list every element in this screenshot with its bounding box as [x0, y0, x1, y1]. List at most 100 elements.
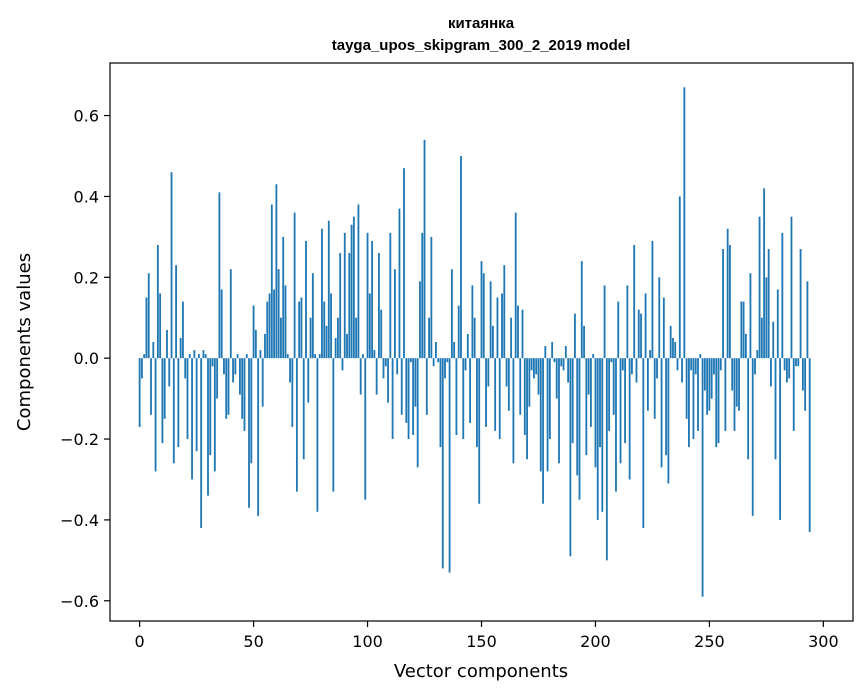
bar-200	[594, 358, 597, 468]
bar-279	[774, 358, 777, 460]
chart-title: китаянка	[448, 15, 515, 32]
bar-138	[453, 342, 456, 359]
x-axis-label: Vector components	[394, 661, 568, 682]
bar-93	[350, 224, 353, 359]
bar-87	[337, 317, 339, 359]
bar-137	[450, 269, 453, 359]
y-tick-label: −0.4	[60, 511, 99, 530]
bar-59	[273, 289, 276, 359]
bar-40	[229, 269, 232, 359]
bar-243	[692, 358, 695, 440]
x-tick-label: 150	[466, 632, 497, 651]
bar-155	[491, 325, 494, 359]
bar-240	[685, 358, 688, 419]
bar-38	[225, 358, 228, 419]
bar-180	[548, 358, 551, 440]
bar-33	[213, 358, 216, 472]
bar-97	[359, 358, 362, 395]
bar-68	[293, 212, 296, 359]
bar-285	[788, 358, 791, 379]
bar-16	[175, 265, 177, 359]
bar-78	[316, 358, 319, 512]
x-tick-label: 0	[135, 632, 145, 651]
bar-182	[553, 358, 556, 363]
bar-166	[517, 305, 519, 359]
bar-237	[678, 196, 681, 359]
bar-34	[216, 358, 219, 399]
bar-28	[202, 350, 205, 359]
bar-219	[637, 309, 640, 359]
bar-251	[710, 358, 713, 399]
bar-273	[760, 317, 763, 359]
bar-44	[239, 358, 241, 395]
bar-109	[387, 358, 389, 403]
bar-13	[168, 358, 171, 387]
bar-216	[631, 358, 633, 375]
bar-125	[423, 139, 426, 359]
bar-250	[708, 358, 711, 411]
bar-239	[683, 87, 686, 359]
bar-264	[740, 301, 743, 359]
bar-213	[624, 358, 626, 444]
bar-116	[403, 168, 405, 359]
bar-246	[699, 354, 702, 359]
bar-6	[152, 342, 155, 359]
bars-group	[138, 87, 811, 597]
bar-10	[161, 358, 164, 444]
bar-162	[507, 358, 510, 411]
bar-103	[373, 350, 376, 359]
bar-244	[694, 358, 697, 375]
bar-62	[280, 317, 282, 359]
bar-145	[469, 358, 472, 423]
bar-204	[603, 285, 606, 359]
bar-224	[649, 350, 652, 359]
bar-260	[731, 358, 734, 391]
bar-177	[542, 358, 544, 504]
bar-272	[758, 216, 761, 359]
bar-196	[585, 358, 588, 456]
bar-7	[154, 358, 157, 472]
bar-167	[519, 358, 522, 415]
x-tick-label: 100	[352, 632, 383, 651]
bar-74	[307, 358, 310, 403]
bar-212	[621, 358, 624, 371]
bar-1	[141, 358, 143, 379]
bar-190	[571, 358, 574, 444]
bar-238	[681, 358, 683, 383]
bar-130	[435, 342, 437, 359]
bar-231	[665, 358, 668, 456]
bar-287	[792, 358, 795, 431]
bar-160	[503, 265, 506, 359]
bar-89	[341, 358, 344, 371]
bar-258	[726, 228, 729, 359]
bar-24	[193, 350, 196, 359]
bar-265	[742, 301, 745, 359]
bar-121	[414, 358, 417, 407]
bar-178	[544, 346, 547, 359]
bar-199	[592, 354, 595, 359]
bar-148	[476, 358, 478, 448]
bar-36	[220, 289, 223, 359]
bar-276	[767, 249, 770, 359]
bar-126	[425, 358, 428, 415]
bar-291	[801, 358, 804, 391]
bar-152	[485, 358, 487, 427]
bar-191	[574, 313, 576, 359]
bar-77	[314, 354, 317, 359]
bar-106	[380, 309, 383, 359]
bar-88	[339, 253, 342, 359]
bar-267	[747, 358, 750, 460]
bar-140	[457, 305, 460, 359]
bar-247	[701, 358, 704, 597]
bar-51	[254, 329, 257, 359]
bar-11	[163, 358, 166, 419]
bar-143	[464, 358, 467, 371]
bar-142	[462, 358, 465, 440]
bar-119	[409, 358, 412, 363]
bar-3	[145, 297, 148, 359]
bar-41	[232, 358, 234, 383]
bar-96	[357, 204, 360, 359]
bar-268	[749, 273, 752, 359]
bar-288	[795, 358, 797, 367]
bar-58	[270, 204, 273, 359]
